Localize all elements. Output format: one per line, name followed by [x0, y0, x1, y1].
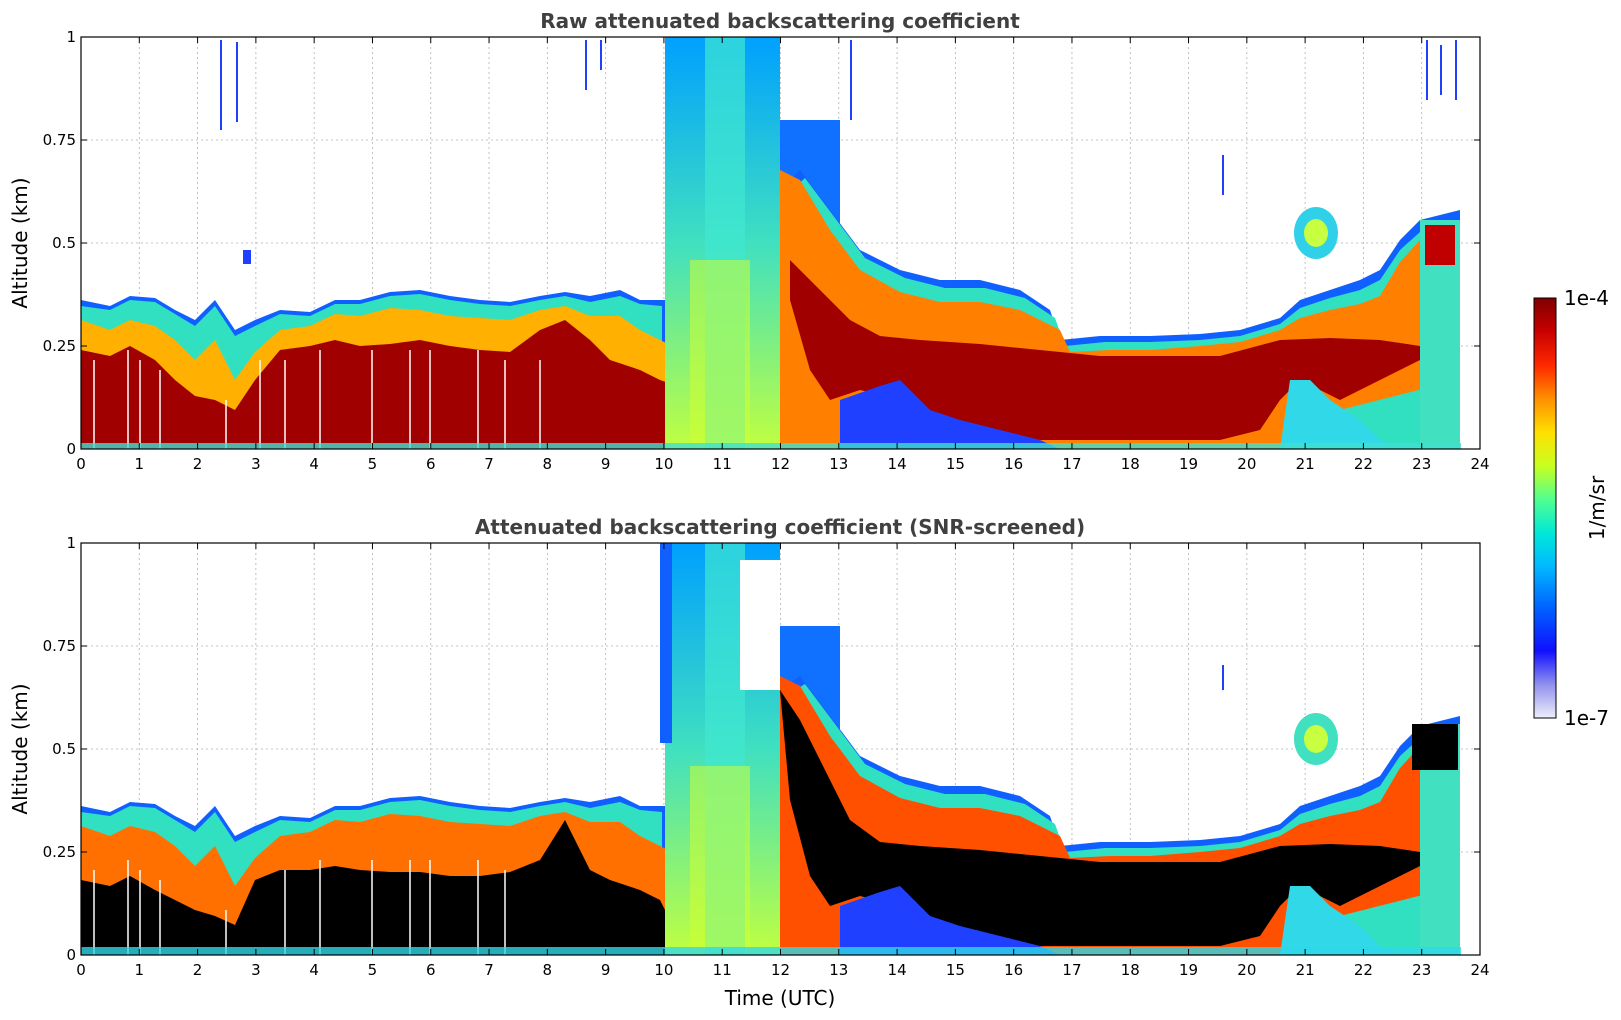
x-tick-label: 20	[1237, 455, 1256, 473]
colorbar-min-label: 1e-7	[1564, 706, 1609, 730]
x-tick-label: 17	[1062, 455, 1081, 473]
x-tick-label: 14	[888, 455, 907, 473]
x-tick-label: 1	[135, 455, 145, 473]
panel-screened-surface-layer-black	[81, 820, 680, 955]
x-tick-label: 3	[251, 961, 261, 979]
colorbar: 1e-4 1e-7 1/m/sr	[1533, 286, 1609, 730]
y-tick-label: 0.25	[43, 337, 76, 355]
x-tick-label: 6	[426, 455, 436, 473]
x-tick-label: 9	[601, 455, 611, 473]
panel-screened-y-ticks: 0 0.25 0.5 0.75 1	[43, 534, 1480, 964]
x-tick-label: 0	[76, 961, 86, 979]
panel-raw-title: Raw attenuated backscattering coefficien…	[540, 9, 1020, 33]
panel-raw-white-streaks	[93, 350, 541, 449]
y-tick-label: 1	[66, 534, 76, 552]
x-tick-label: 23	[1412, 961, 1431, 979]
panel-screened-title: Attenuated backscattering coefficient (S…	[475, 515, 1085, 539]
x-tick-label: 9	[601, 961, 611, 979]
x-tick-label: 3	[251, 455, 261, 473]
panel-raw-plot-area	[81, 37, 1480, 449]
x-tick-label: 10	[654, 961, 673, 979]
x-tick-label: 14	[888, 961, 907, 979]
panel-raw-surface-layer-core	[81, 320, 700, 449]
x-tick-label: 0	[76, 455, 86, 473]
y-tick-label: 0.75	[43, 637, 76, 655]
x-tick-label: 13	[829, 961, 848, 979]
panel-screened-x-ticks: 0 1 2 3 4 5 6 7 8 9 10 11 12 13 14 15 16 17 18 19 20 21 22 23 24	[76, 543, 1490, 979]
x-tick-label: 16	[1004, 455, 1023, 473]
x-tick-label: 17	[1062, 961, 1081, 979]
x-tick-label: 2	[193, 455, 203, 473]
panel-screened-right-lower	[1280, 886, 1400, 955]
x-tick-label: 15	[946, 455, 965, 473]
x-tick-label: 10	[654, 455, 673, 473]
x-tick-label: 6	[426, 961, 436, 979]
x-tick-label: 5	[368, 961, 378, 979]
x-tick-label: 4	[309, 961, 319, 979]
colorbar-label: 1/m/sr	[1585, 475, 1609, 540]
y-tick-label: 1	[66, 28, 76, 46]
x-tick-label: 20	[1237, 961, 1256, 979]
x-tick-label: 4	[309, 455, 319, 473]
colorbar-gradient	[1533, 297, 1557, 719]
x-tick-label: 7	[484, 961, 494, 979]
x-tick-label: 24	[1470, 455, 1489, 473]
x-tick-label: 18	[1121, 961, 1140, 979]
x-tick-label: 7	[484, 455, 494, 473]
x-tick-label: 22	[1354, 455, 1373, 473]
y-tick-label: 0	[66, 946, 76, 964]
x-tick-label: 24	[1470, 961, 1489, 979]
y-tick-label: 0.5	[52, 740, 76, 758]
panel-raw: Raw attenuated backscattering coefficien…	[8, 9, 1490, 473]
x-tick-label: 21	[1296, 455, 1315, 473]
x-tick-label: 1	[135, 961, 145, 979]
x-tick-label: 16	[1004, 961, 1023, 979]
x-tick-label: 19	[1179, 961, 1198, 979]
panel-screened: Attenuated backscattering coefficient (S…	[8, 515, 1490, 1010]
x-axis-label: Time (UTC)	[724, 986, 836, 1010]
x-tick-label: 12	[771, 455, 790, 473]
x-tick-label: 21	[1296, 961, 1315, 979]
y-tick-label: 0	[66, 440, 76, 458]
x-tick-label: 11	[713, 961, 732, 979]
x-tick-label: 22	[1354, 961, 1373, 979]
panel-screened-clear-pocket	[840, 886, 1060, 955]
panel-screened-elevated-layer-black	[780, 690, 1420, 946]
panel-raw-right-lower	[1280, 380, 1400, 449]
panel-screened-plot-area	[81, 543, 1480, 955]
x-tick-label: 2	[193, 961, 203, 979]
panel-raw-elevated-layer-core	[790, 260, 1420, 440]
panel-raw-y-label: Altitude (km)	[8, 177, 32, 308]
x-tick-label: 8	[543, 961, 553, 979]
x-tick-label: 15	[946, 961, 965, 979]
x-tick-label: 8	[543, 455, 553, 473]
x-tick-label: 12	[771, 961, 790, 979]
x-tick-label: 13	[829, 455, 848, 473]
panel-screened-y-label: Altitude (km)	[8, 683, 32, 814]
panel-raw-noise	[220, 40, 1457, 264]
x-tick-label: 18	[1121, 455, 1140, 473]
y-tick-label: 0.25	[43, 843, 76, 861]
y-tick-label: 0.5	[52, 234, 76, 252]
panel-raw-clear-pocket	[840, 380, 1060, 449]
panel-raw-x-ticks: 0 1 2 3 4 5 6 7 8 9 10 11 12 13 14 15 16 17 18 19 20 21 22 23 24	[76, 37, 1490, 473]
y-tick-label: 0.75	[43, 131, 76, 149]
colorbar-max-label: 1e-4	[1564, 286, 1609, 310]
panel-raw-y-ticks: 0 0.25 0.5 0.75 1	[43, 28, 1480, 458]
x-tick-label: 5	[368, 455, 378, 473]
x-tick-label: 23	[1412, 455, 1431, 473]
x-tick-label: 11	[713, 455, 732, 473]
x-tick-label: 19	[1179, 455, 1198, 473]
